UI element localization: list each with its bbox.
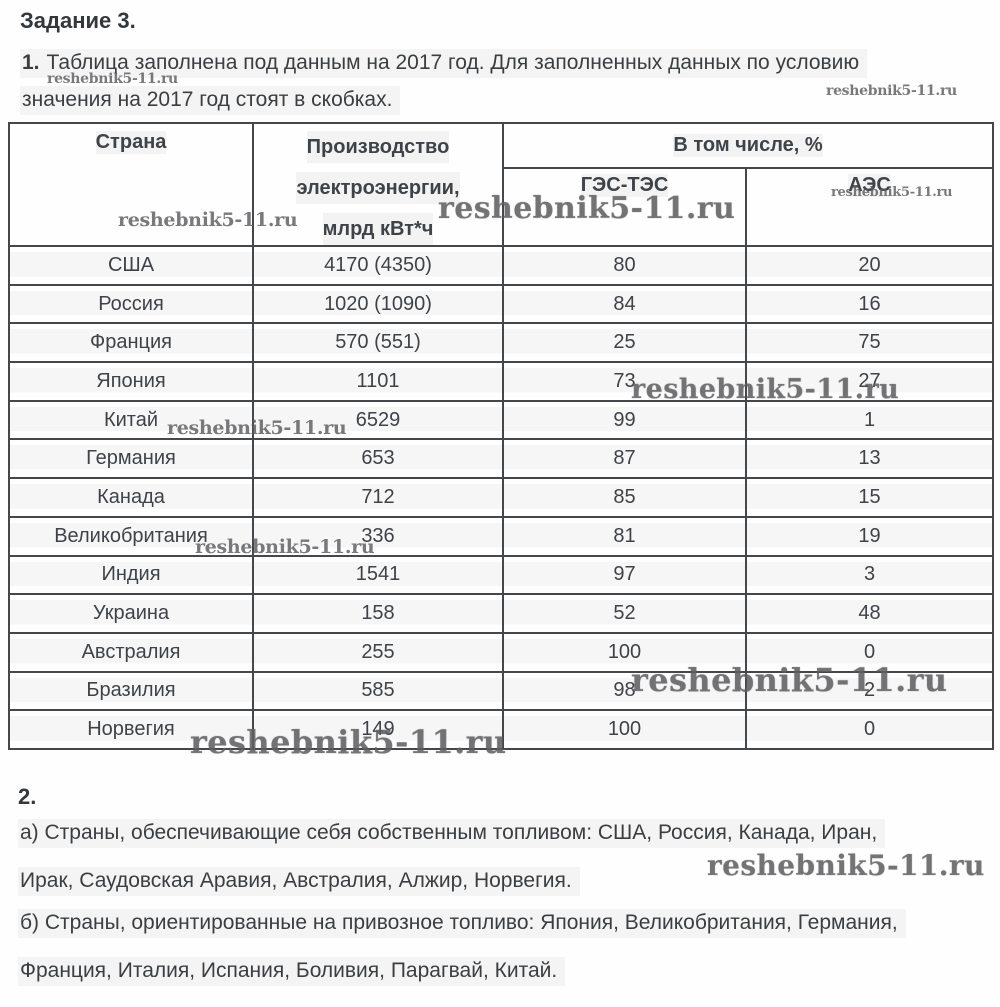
cell-production: 570 (551) (252, 322, 504, 364)
cell-hydro-thermal: 87 (502, 438, 747, 480)
cell-nuclear: 1 (744, 399, 995, 441)
cell-country: Индия (8, 554, 254, 596)
intro-line-1: 1. Таблица заполнена под данным на 2017 г… (20, 49, 868, 78)
table-row: Япония 1101 73 27 (8, 361, 995, 402)
cell-production: 158 (252, 593, 504, 634)
table-row: Украина 158 52 48 (8, 593, 995, 634)
cell-nuclear: 3 (744, 554, 995, 596)
cell-nuclear: 75 (744, 322, 995, 364)
table-row: США 4170 (4350) 80 20 (8, 245, 995, 286)
table-body: США 4170 (4350) 80 20 Россия 1020 (1090) 84 16 Ф… (8, 245, 995, 750)
intro-paragraph: 1. Таблица заполнена под данным на 2017 г… (20, 49, 868, 123)
table-row: Великобритания 336 81 19 (8, 515, 995, 557)
cell-country: Бразилия (8, 670, 254, 712)
cell-country: Китай (8, 399, 254, 441)
cell-hydro-thermal: 81 (502, 515, 747, 557)
intro-line-2: значения на 2017 год стоят в скобках. (20, 86, 401, 115)
cell-country: Россия (8, 283, 254, 325)
table-row: Франция 570 (551) 25 75 (8, 322, 995, 364)
table-row: Канада 712 85 15 (8, 477, 995, 518)
answer-b-line-1: б) Страны, ориентированные на привозное … (18, 909, 906, 938)
cell-production: 149 (252, 709, 504, 750)
cell-hydro-thermal: 99 (502, 399, 747, 441)
col-header-hydro-thermal: ГЭС-ТЭС (502, 166, 747, 248)
header-row-1: Страна Производство электроэнергии, млрд… (8, 122, 995, 247)
col-header-nuclear-label: АЭС (848, 173, 891, 197)
cell-hydro-thermal: 85 (502, 477, 747, 518)
electricity-table: Страна Производство электроэнергии, млрд… (8, 122, 995, 750)
cell-production: 4170 (4350) (252, 245, 504, 286)
cell-hydro-thermal: 100 (502, 709, 747, 750)
section-2-heading: 2. (18, 784, 37, 809)
cell-country: Австралия (8, 631, 254, 673)
table-row: Норвегия 149 100 0 (8, 709, 995, 750)
answer-a-line-2: Ирак, Саудовская Аравия, Австралия, Алжи… (18, 867, 580, 896)
table-row: Германия 653 87 13 (8, 438, 995, 480)
cell-production: 336 (252, 515, 504, 557)
col-header-country-label: Страна (95, 131, 167, 154)
cell-production: 1020 (1090) (252, 283, 504, 325)
cell-hydro-thermal: 25 (502, 322, 747, 364)
cell-nuclear: 27 (744, 361, 995, 402)
answer-a-line-1: а) Страны, обеспечивающие себя собственн… (18, 819, 886, 848)
cell-country: Великобритания (8, 515, 254, 557)
cell-nuclear: 16 (744, 283, 995, 325)
cell-production: 653 (252, 438, 504, 480)
cell-nuclear: 15 (744, 477, 995, 518)
table-row: Индия 1541 97 3 (8, 554, 995, 596)
task-title: Задание 3. (20, 8, 136, 33)
cell-country: Япония (8, 361, 254, 402)
cell-nuclear: 48 (744, 593, 995, 634)
cell-country: Франция (8, 322, 254, 364)
cell-production: 1541 (252, 554, 504, 596)
table-row: Китай 6529 99 1 (8, 399, 995, 441)
cell-hydro-thermal: 52 (502, 593, 747, 634)
answer-b-line-2: Франция, Италия, Испания, Боливия, Параг… (18, 957, 566, 986)
cell-nuclear: 20 (744, 245, 995, 286)
header-row-2: ГЭС-ТЭС АЭС (9, 166, 995, 248)
cell-country: Германия (8, 438, 254, 480)
col-header-production: Производство электроэнергии, млрд кВт*ч (252, 122, 504, 247)
col-header-production-line-1: Производство (306, 131, 450, 163)
cell-hydro-thermal: 73 (502, 361, 747, 402)
cell-hydro-thermal: 100 (502, 631, 747, 673)
cell-nuclear: 13 (744, 438, 995, 480)
table-row: Австралия 255 100 0 (8, 631, 995, 673)
cell-nuclear: 2 (744, 670, 995, 712)
answer-b-paragraph: б) Страны, ориентированные на привозное … (18, 909, 906, 1005)
col-header-share: В том числе, % (501, 122, 995, 169)
cell-hydro-thermal: 80 (502, 245, 747, 286)
cell-production: 585 (252, 670, 504, 712)
cell-hydro-thermal: 98 (502, 670, 747, 712)
cell-nuclear: 0 (744, 709, 995, 750)
col-header-production-line-2: электроэнергии, (296, 172, 460, 204)
table-row: Россия 1020 (1090) 84 16 (8, 283, 995, 325)
cell-production: 712 (252, 477, 504, 518)
cell-nuclear: 0 (744, 631, 995, 673)
cell-production: 6529 (252, 399, 504, 441)
col-header-nuclear: АЭС (744, 166, 995, 248)
cell-country: США (8, 245, 254, 286)
col-header-country: Страна (8, 122, 254, 247)
cell-production: 1101 (252, 361, 504, 402)
cell-country: Канада (8, 477, 254, 518)
item-1-number: 1. (22, 51, 40, 74)
cell-country: Украина (8, 593, 254, 634)
col-header-hydro-thermal-label: ГЭС-ТЭС (580, 173, 669, 197)
cell-hydro-thermal: 84 (502, 283, 747, 325)
cell-production: 255 (252, 631, 504, 673)
col-header-share-label: В том числе, % (673, 133, 823, 157)
cell-nuclear: 19 (744, 515, 995, 557)
col-header-production-line-3: млрд кВт*ч (322, 213, 434, 245)
intro-line-1-text: Таблица заполнена под данным на 2017 год… (46, 51, 860, 74)
answer-a-paragraph: а) Страны, обеспечивающие себя собственн… (18, 819, 886, 915)
table-row: Бразилия 585 98 2 (8, 670, 995, 712)
cell-country: Норвегия (8, 709, 254, 750)
table-header: Страна Производство электроэнергии, млрд… (8, 122, 995, 248)
cell-hydro-thermal: 97 (502, 554, 747, 596)
